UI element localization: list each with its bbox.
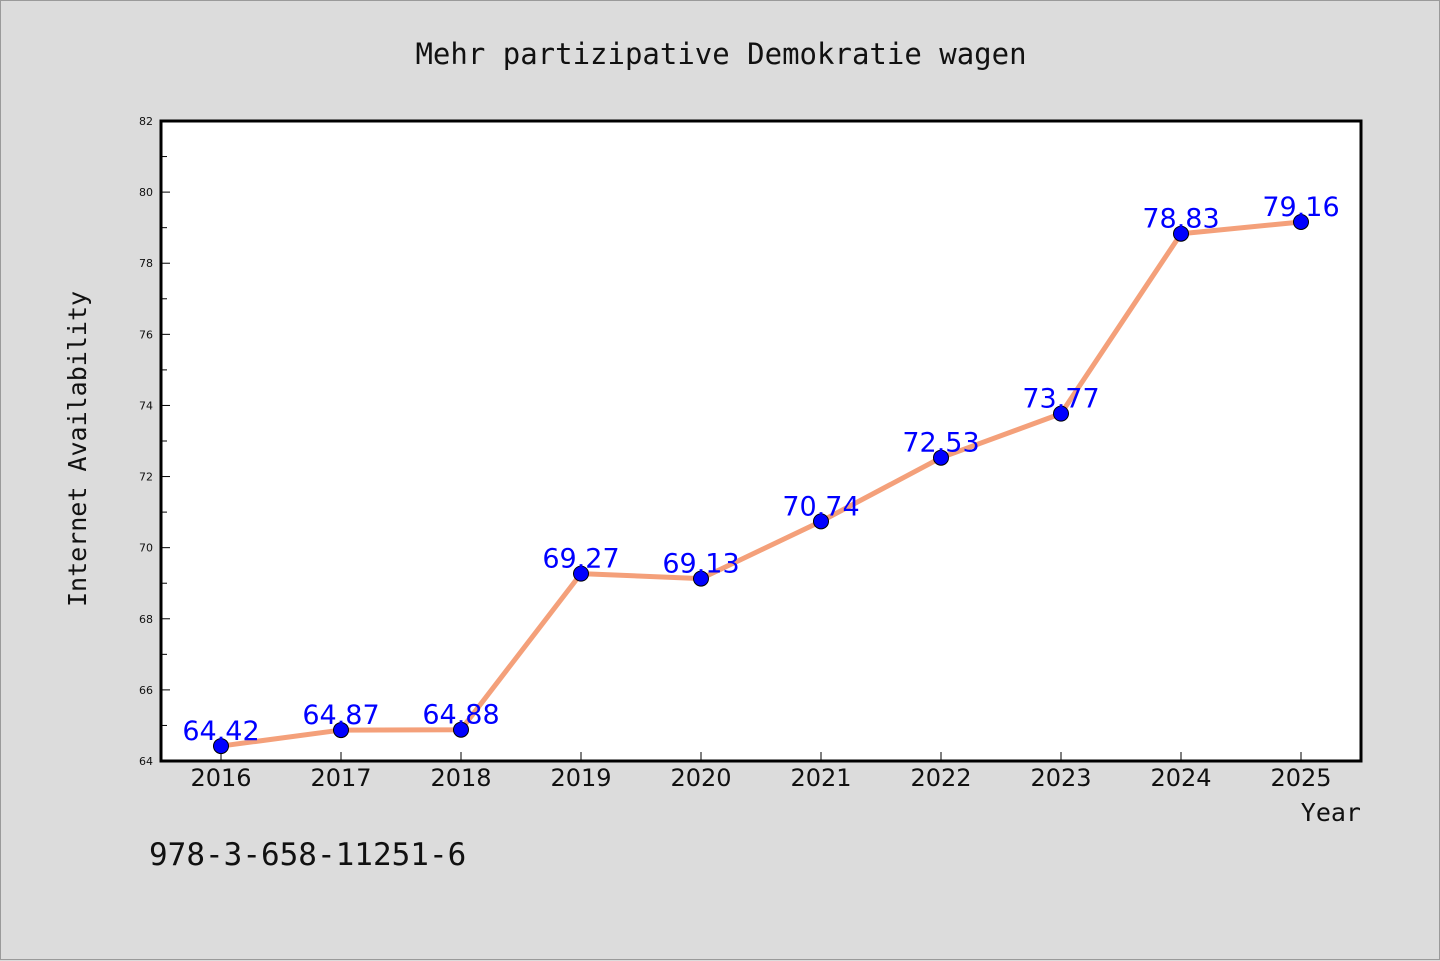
y-axis: 64 66 68 70 72 74 76 78 80 82 xyxy=(139,115,170,768)
data-point xyxy=(693,570,709,587)
isbn-annotation: 978-3-658-11251-6 xyxy=(149,837,466,873)
data-point xyxy=(213,738,229,755)
data-point xyxy=(1293,213,1309,230)
data-label: 73.77 xyxy=(1022,384,1099,415)
data-point xyxy=(1053,405,1069,422)
y-tick-label: 72 xyxy=(139,471,153,484)
data-point xyxy=(933,449,949,466)
y-tick-label: 74 xyxy=(139,399,153,412)
data-label: 70.74 xyxy=(782,491,859,522)
data-labels: 64.42 64.87 64.88 69.27 69.13 70.74 72.53 73.77… xyxy=(182,192,1339,747)
data-point xyxy=(1173,225,1189,242)
chart-title: Mehr partizipative Demokratie wagen xyxy=(415,37,1026,71)
y-tick-label: 82 xyxy=(139,115,153,128)
x-tick-label: 2022 xyxy=(910,764,971,792)
y-axis-title: Internet Availability xyxy=(63,291,92,607)
data-label: 69.27 xyxy=(542,544,619,575)
x-axis-title: Year xyxy=(1301,798,1361,827)
x-tick-label: 2016 xyxy=(190,764,251,792)
x-tick-label: 2017 xyxy=(310,764,371,792)
y-tick-label: 68 xyxy=(139,613,153,626)
y-tick-label: 70 xyxy=(139,542,153,555)
plot-area xyxy=(159,119,1363,763)
data-point xyxy=(573,565,589,582)
x-tick-label: 2021 xyxy=(790,764,851,792)
data-point xyxy=(453,721,469,738)
y-tick-label: 76 xyxy=(139,328,153,341)
y-tick-label: 64 xyxy=(139,755,153,768)
x-tick-label: 2025 xyxy=(1270,764,1331,792)
data-point xyxy=(333,722,349,739)
data-point xyxy=(813,513,829,530)
x-axis: 2016 2017 2018 2019 2020 2021 2022 2023 2024 2025 xyxy=(190,752,1332,792)
data-label: 64.87 xyxy=(302,700,379,731)
x-tick-label: 2018 xyxy=(430,764,491,792)
data-label: 64.42 xyxy=(182,716,259,747)
y-tick-label: 80 xyxy=(139,186,153,199)
data-label: 64.88 xyxy=(422,700,499,731)
y-tick-label: 78 xyxy=(139,257,153,270)
data-label: 79.16 xyxy=(1262,192,1339,223)
data-label: 69.13 xyxy=(662,549,739,580)
x-tick-label: 2019 xyxy=(550,764,611,792)
x-tick-label: 2023 xyxy=(1030,764,1091,792)
data-label: 72.53 xyxy=(902,428,979,459)
y-tick-label: 66 xyxy=(139,684,153,697)
series xyxy=(213,213,1309,755)
x-tick-label: 2024 xyxy=(1150,764,1211,792)
series-line xyxy=(218,219,1304,749)
data-label: 78.83 xyxy=(1142,204,1219,235)
x-tick-label: 2020 xyxy=(670,764,731,792)
